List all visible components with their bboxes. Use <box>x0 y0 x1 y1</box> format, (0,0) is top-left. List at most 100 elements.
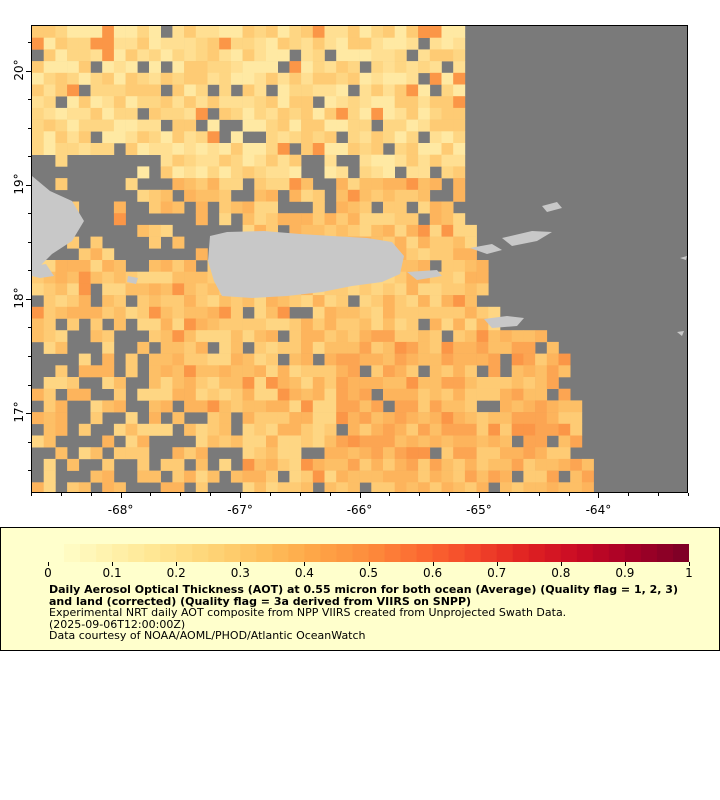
aot-cell <box>394 178 407 191</box>
aot-cell <box>371 283 384 296</box>
aot-cell <box>254 341 267 354</box>
aot-cell <box>43 482 56 492</box>
aot-cell <box>219 37 232 50</box>
aot-cell <box>289 178 302 191</box>
aot-cell <box>476 306 489 319</box>
aot-cell <box>172 306 185 319</box>
aot-cell <box>90 400 103 413</box>
aot-cell <box>277 482 290 492</box>
aot-cell <box>312 72 325 85</box>
aot-cell <box>336 388 349 401</box>
aot-cell <box>277 341 290 354</box>
aot-cell <box>336 224 349 237</box>
aot-cell <box>195 377 208 389</box>
aot-cell <box>383 96 395 109</box>
aot-cell <box>546 412 559 425</box>
aot-cell <box>149 412 161 425</box>
colorbar-segment <box>96 544 113 562</box>
aot-cell <box>289 353 302 366</box>
colorbar-tick-label: 0.5 <box>358 566 379 580</box>
aot-cell <box>500 377 512 389</box>
aot-cell <box>219 213 232 226</box>
aot-cell <box>383 353 395 366</box>
aot-cell <box>347 318 360 331</box>
aot-cell <box>43 435 56 448</box>
aot-cell <box>324 377 337 389</box>
aot-cell <box>453 178 466 191</box>
aot-cell <box>406 189 419 202</box>
aot-cell <box>90 306 103 319</box>
aot-cell <box>113 318 126 331</box>
aot-cell <box>441 447 454 460</box>
aot-cell <box>78 131 91 144</box>
aot-cell <box>406 400 419 413</box>
aot-cell <box>500 388 512 401</box>
aot-cell <box>289 189 302 202</box>
aot-cell <box>90 72 103 85</box>
aot-cell <box>535 482 548 492</box>
aot-cell <box>324 143 337 155</box>
aot-cell <box>137 458 150 471</box>
aot-cell <box>312 341 325 354</box>
aot-cell <box>418 154 431 167</box>
aot-cell <box>242 166 255 179</box>
aot-cell <box>160 388 173 401</box>
aot-cell <box>324 330 337 343</box>
aot-cell <box>394 72 407 85</box>
aot-cell <box>371 96 384 109</box>
aot-cell <box>336 482 349 492</box>
aot-cell <box>464 353 477 366</box>
aot-cell <box>149 423 161 436</box>
aot-cell <box>359 49 372 62</box>
aot-cell <box>453 119 466 132</box>
aot-cell <box>324 306 337 319</box>
aot-cell <box>429 178 442 191</box>
aot-cell <box>32 435 44 448</box>
aot-cell <box>464 388 477 401</box>
aot-cell <box>78 61 91 74</box>
aot-cell <box>207 423 220 436</box>
aot-cell <box>441 201 454 214</box>
aot-cell <box>55 131 68 144</box>
aot-cell <box>429 365 442 378</box>
aot-cell <box>453 295 466 308</box>
aot-cell <box>90 330 103 343</box>
aot-cell <box>359 412 372 425</box>
aot-cell <box>160 365 173 378</box>
aot-cell <box>102 49 115 62</box>
aot-cell <box>230 388 243 401</box>
aot-cell <box>90 143 103 155</box>
lon-minor-tick <box>329 493 331 496</box>
lon-tick-label: -64° <box>585 503 612 517</box>
aot-cell <box>43 295 56 308</box>
colorbar-tick <box>48 562 49 566</box>
aot-cell <box>195 131 208 144</box>
aot-cell <box>242 412 255 425</box>
aot-cell <box>511 423 524 436</box>
aot-cell <box>242 330 255 343</box>
aot-cell <box>184 107 197 120</box>
aot-cell <box>90 107 103 120</box>
aot-cell <box>125 96 138 109</box>
aot-cell <box>113 84 126 97</box>
aot-cell <box>289 365 302 378</box>
aot-cell <box>67 84 80 97</box>
aot-cell <box>172 388 185 401</box>
aot-cell <box>418 412 431 425</box>
aot-cell <box>406 154 419 167</box>
aot-cell <box>570 482 583 492</box>
aot-cell <box>535 353 548 366</box>
aot-cell <box>125 84 138 97</box>
aot-cell <box>324 435 337 448</box>
aot-cell <box>289 377 302 389</box>
aot-cell <box>406 178 419 191</box>
aot-cell <box>55 400 68 413</box>
aot-cell <box>464 365 477 378</box>
aot-cell <box>277 84 290 97</box>
aot-cell <box>137 435 150 448</box>
aot-cell <box>160 400 173 413</box>
aot-cell <box>195 166 208 179</box>
aot-cell <box>347 26 360 38</box>
aot-cell <box>371 37 384 50</box>
aot-cell <box>359 283 372 296</box>
